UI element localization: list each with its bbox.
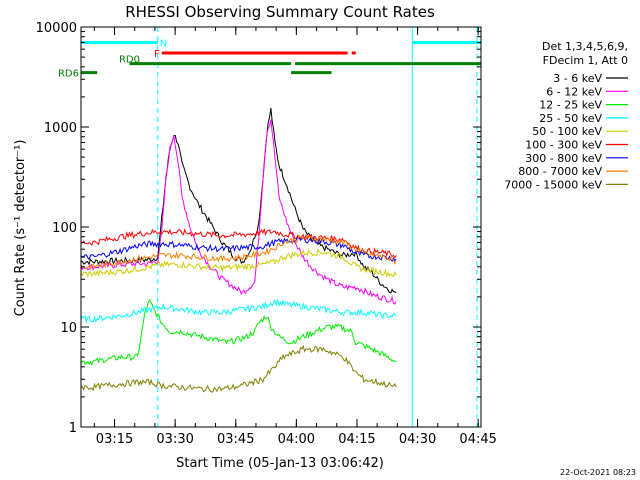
x-tick-label: 04:45 (459, 432, 496, 447)
x-tick-label: 03:45 (217, 432, 254, 447)
series-line-1 (80, 119, 397, 305)
legend-entry-label: 50 - 100 keV (532, 125, 602, 138)
series-layer (80, 107, 397, 393)
legend-entry-label: 12 - 25 keV (539, 99, 602, 112)
series-line-5 (80, 227, 397, 259)
y-tick-label: 100 (52, 221, 77, 236)
y-axis-label: Count Rate (s⁻¹ detector⁻¹) (13, 140, 28, 317)
series-line-7 (81, 234, 397, 271)
x-tick-label: 03:15 (96, 432, 133, 447)
x-tick-label: 03:30 (156, 432, 193, 447)
flag-label-f: F (154, 49, 160, 60)
series-line-8 (80, 344, 397, 393)
legend-entry-label: 6 - 12 keV (546, 85, 602, 98)
plot-frame (80, 26, 482, 428)
plot-frame-layer (80, 27, 478, 427)
y-tick-label: 1 (69, 421, 77, 436)
series-line-6 (80, 236, 397, 262)
series-line-3 (80, 298, 397, 324)
y-tick-label: 10000 (36, 21, 77, 36)
footer-timestamp: 22-Oct-2021 08:23 (560, 468, 636, 477)
chart-title: RHESSI Observing Summary Count Rates (125, 3, 435, 21)
x-tick-label: 04:15 (338, 432, 375, 447)
y-tick-label: 10 (60, 321, 77, 336)
flag-label-rd0: RD0 (119, 55, 140, 66)
legend-entry-label: 7000 - 15000 keV (504, 178, 602, 191)
flag-label-rd6: RD6 (58, 69, 79, 80)
legend-entry-label: 25 - 50 keV (539, 112, 602, 125)
legend-entry-label: 3 - 6 keV (553, 72, 602, 85)
x-tick-label: 04:30 (399, 432, 436, 447)
legend: Det 1,3,4,5,6,9, FDecim 1, Att 0 3 - 6 k… (504, 40, 628, 191)
legend-entry-label: 100 - 300 keV (525, 139, 602, 152)
flag-label-n: N (160, 38, 167, 49)
flag-layer: NF RD0 RD6 (58, 38, 481, 80)
legend-entry-label: 300 - 800 keV (525, 152, 602, 165)
x-tick-label: 04:00 (278, 432, 315, 447)
series-line-4 (80, 248, 397, 278)
series-line-2 (80, 299, 397, 366)
legend-header-line-1: Det 1,3,4,5,6,9, (542, 40, 628, 53)
legend-header-line-2: FDecim 1, Att 0 (543, 54, 628, 67)
legend-entry-label: 800 - 7000 keV (518, 165, 602, 178)
axis-layer: 1 10 100 1000 10000 03:15 03:30 03:45 04:00 04:15… (36, 21, 497, 447)
x-axis-label: Start Time (05-Jan-13 03:06:42) (176, 456, 384, 471)
y-tick-label: 1000 (44, 121, 77, 136)
